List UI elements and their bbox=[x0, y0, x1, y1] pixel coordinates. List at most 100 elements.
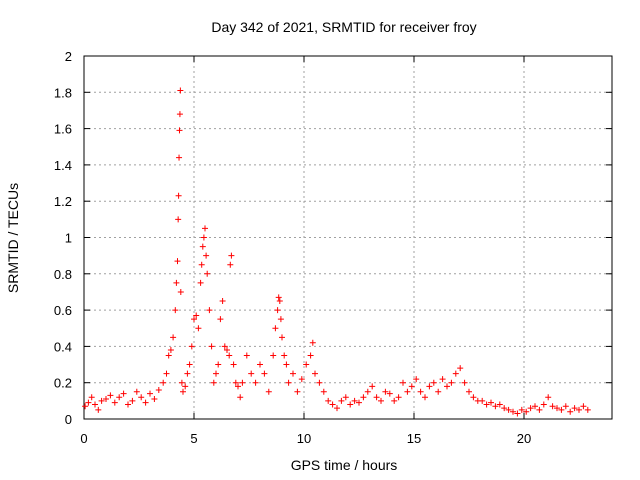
data-point bbox=[243, 352, 250, 359]
data-point bbox=[272, 325, 279, 332]
data-point bbox=[188, 343, 195, 350]
data-points bbox=[82, 87, 591, 417]
data-point bbox=[518, 406, 525, 413]
data-point bbox=[369, 383, 376, 390]
data-point bbox=[584, 406, 591, 413]
data-point bbox=[274, 307, 281, 314]
data-point bbox=[448, 379, 455, 386]
y-tick-label: 0.6 bbox=[54, 303, 72, 318]
data-point bbox=[217, 316, 224, 323]
x-axis-label: GPS time / hours bbox=[291, 457, 398, 473]
data-point bbox=[532, 403, 538, 410]
data-point bbox=[470, 394, 477, 401]
data-point bbox=[261, 370, 268, 377]
data-point bbox=[167, 347, 174, 354]
data-point bbox=[276, 298, 283, 305]
data-point bbox=[285, 379, 292, 386]
data-point bbox=[178, 379, 185, 386]
data-point bbox=[175, 216, 182, 223]
data-point bbox=[120, 390, 127, 397]
data-point bbox=[98, 397, 105, 404]
data-point bbox=[270, 352, 277, 359]
data-point bbox=[228, 252, 235, 259]
data-point bbox=[147, 390, 153, 397]
data-point bbox=[160, 379, 167, 386]
data-point bbox=[413, 376, 420, 383]
axis-ticks: 0 5 10 15 20 0 0.2 0.4 0.6 0.8 1 1.2 1.4 1.6 1.8 2 bbox=[54, 49, 612, 446]
data-point bbox=[400, 379, 406, 386]
data-point bbox=[133, 388, 140, 395]
data-point bbox=[275, 294, 282, 301]
data-point bbox=[85, 399, 92, 406]
data-point bbox=[386, 390, 393, 397]
plot-frame bbox=[83, 55, 613, 420]
data-point bbox=[430, 379, 437, 386]
data-point bbox=[204, 270, 211, 277]
data-point bbox=[527, 405, 534, 412]
data-point bbox=[567, 408, 574, 415]
data-point bbox=[298, 376, 305, 383]
data-point bbox=[356, 399, 362, 406]
data-point bbox=[237, 394, 244, 401]
data-point bbox=[193, 312, 200, 319]
data-point bbox=[197, 279, 204, 286]
data-point bbox=[176, 111, 183, 118]
data-point bbox=[536, 406, 543, 413]
data-point bbox=[176, 127, 183, 134]
data-point bbox=[549, 403, 556, 410]
grid bbox=[84, 56, 612, 419]
data-point bbox=[373, 394, 380, 401]
data-point bbox=[562, 403, 569, 410]
data-point bbox=[125, 401, 131, 408]
y-tick-label: 0 bbox=[65, 412, 72, 427]
data-point bbox=[195, 325, 202, 332]
data-point bbox=[466, 388, 472, 395]
data-point bbox=[435, 388, 442, 395]
data-point bbox=[230, 361, 237, 368]
data-point bbox=[283, 361, 290, 368]
data-point bbox=[142, 399, 149, 406]
data-point bbox=[103, 396, 109, 403]
data-point bbox=[316, 379, 323, 386]
y-tick-label: 1.8 bbox=[54, 85, 72, 100]
data-point bbox=[576, 406, 582, 413]
x-tick-label: 20 bbox=[517, 431, 531, 446]
data-point bbox=[138, 394, 145, 401]
data-point bbox=[175, 192, 182, 199]
data-point bbox=[281, 352, 288, 359]
data-point bbox=[422, 394, 428, 401]
data-point bbox=[404, 388, 411, 395]
data-point bbox=[496, 401, 503, 408]
data-point bbox=[479, 397, 486, 404]
y-tick-label: 0.4 bbox=[54, 339, 72, 354]
data-point bbox=[248, 370, 255, 377]
y-tick-label: 1 bbox=[65, 231, 72, 246]
data-point bbox=[554, 405, 560, 412]
data-point bbox=[309, 339, 316, 346]
data-point bbox=[239, 379, 246, 386]
data-point bbox=[210, 379, 217, 386]
data-point bbox=[191, 316, 197, 323]
y-tick-label: 0.8 bbox=[54, 267, 72, 282]
data-point bbox=[452, 370, 459, 377]
data-point bbox=[224, 347, 230, 354]
data-point bbox=[215, 361, 222, 368]
y-tick-label: 1.6 bbox=[54, 122, 72, 137]
data-point bbox=[203, 252, 210, 259]
data-point bbox=[540, 401, 547, 408]
data-point bbox=[488, 399, 494, 406]
data-point bbox=[347, 401, 354, 408]
data-point bbox=[501, 405, 508, 412]
data-point bbox=[200, 234, 207, 241]
y-tick-label: 0.2 bbox=[54, 376, 72, 391]
data-point bbox=[545, 394, 552, 401]
data-point bbox=[417, 388, 424, 395]
data-point bbox=[461, 379, 468, 386]
data-point bbox=[257, 361, 263, 368]
data-point bbox=[408, 383, 415, 390]
data-point bbox=[226, 352, 233, 359]
data-point bbox=[155, 386, 162, 393]
data-point bbox=[107, 392, 114, 399]
data-point bbox=[227, 261, 234, 268]
data-point bbox=[116, 394, 123, 401]
